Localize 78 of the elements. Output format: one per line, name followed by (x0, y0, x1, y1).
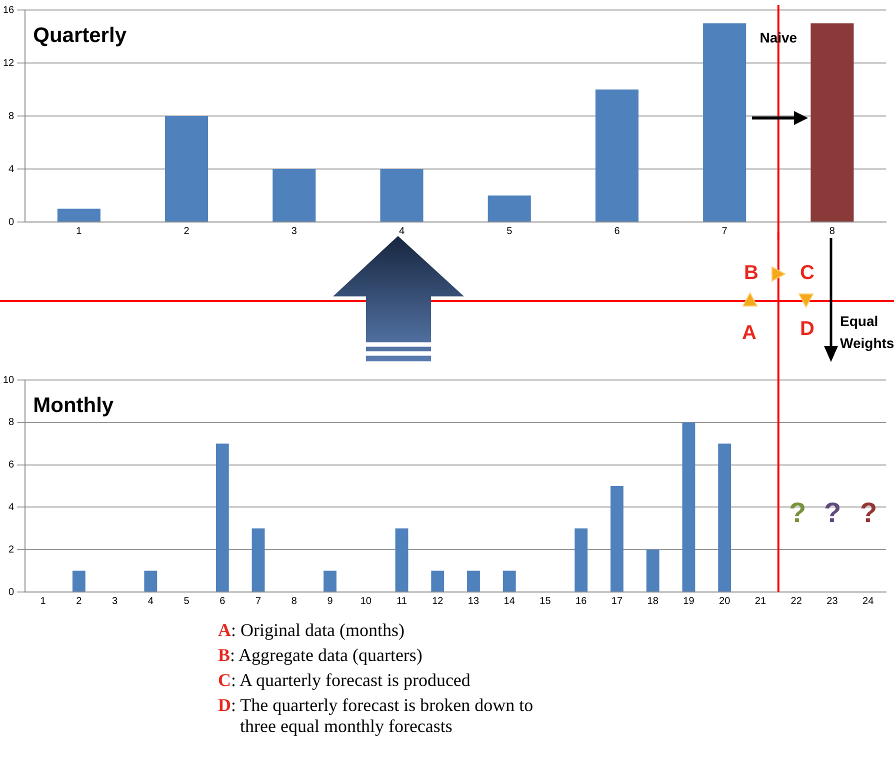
x-tick-label: 5 (184, 596, 190, 607)
bar (646, 550, 660, 592)
y-tick-label: 0 (8, 586, 15, 598)
bar (252, 528, 265, 592)
x-tick-label: 4 (148, 596, 154, 607)
bar (810, 23, 854, 222)
bar (395, 528, 408, 592)
x-tick-label: 3 (112, 596, 118, 607)
x-tick-label: 11 (396, 596, 408, 607)
bar (682, 422, 696, 592)
y-tick-label: 8 (8, 110, 15, 122)
x-tick-label: 14 (504, 596, 516, 607)
text: A: Original data (months) (218, 620, 406, 641)
x-tick-label: 20 (719, 596, 731, 607)
y-tick-label: 8 (8, 417, 15, 428)
bar (610, 486, 624, 592)
text: C (800, 262, 814, 285)
x-tick-label: 12 (432, 596, 444, 607)
bar (595, 90, 638, 222)
x-tick-label: 21 (754, 596, 766, 607)
y-tick-label: 4 (8, 502, 15, 513)
x-tick-label: 2 (184, 226, 190, 237)
text: Monthly (33, 394, 114, 417)
x-tick-label: 23 (826, 596, 838, 607)
y-tick-label: 2 (8, 544, 15, 556)
y-tick-label: 4 (8, 164, 15, 175)
text: D (800, 318, 814, 341)
x-tick-label: 6 (614, 226, 620, 237)
x-tick-label: 9 (327, 596, 334, 607)
y-tick-label: 0 (8, 216, 15, 228)
text: Quarterly (33, 24, 127, 47)
text: A (742, 322, 756, 345)
x-tick-label: 2 (76, 596, 82, 607)
text: B: Aggregate data (quarters) (218, 645, 424, 666)
bar (72, 570, 86, 592)
x-tick-label: 7 (722, 226, 728, 237)
bar (272, 169, 316, 222)
x-tick-label: 13 (468, 596, 480, 607)
bar (718, 444, 732, 592)
x-tick-label: 1 (40, 596, 46, 607)
text: B (744, 262, 758, 285)
bar (488, 196, 531, 222)
x-tick-label: 16 (576, 596, 588, 607)
text: C: A quarterly forecast is produced (218, 670, 472, 691)
bar (324, 570, 336, 592)
x-tick-label: 5 (506, 226, 513, 237)
x-tick-label: 17 (611, 596, 623, 607)
x-tick-label: 8 (291, 596, 298, 607)
bar (574, 528, 588, 592)
bar (57, 208, 100, 222)
x-tick-label: 3 (291, 226, 298, 237)
x-tick-label: 18 (647, 596, 659, 607)
text: Equal Weights (840, 312, 894, 353)
bar (703, 23, 746, 222)
x-tick-label: 6 (220, 596, 226, 607)
text: D: The quarterly forecast is broken down to three equal monthly forecasts (218, 695, 534, 737)
x-tick-label: 24 (862, 596, 874, 607)
bar (502, 570, 516, 592)
x-tick-label: 22 (790, 596, 802, 607)
y-tick-label: 6 (8, 460, 15, 471)
x-tick-label: 10 (360, 596, 372, 607)
x-tick-label: 15 (540, 596, 552, 607)
bar (431, 570, 444, 592)
bar (216, 444, 229, 592)
x-tick-label: 7 (255, 596, 262, 607)
y-tick-label: 16 (3, 4, 15, 16)
x-tick-label: 1 (76, 226, 82, 237)
y-tick-label: 10 (3, 374, 15, 386)
bar (467, 570, 480, 592)
bar (144, 570, 158, 592)
x-tick-label: 8 (829, 226, 836, 237)
x-tick-label: 4 (398, 226, 405, 237)
annotation: ? (860, 497, 878, 529)
annotation: ? (789, 497, 806, 529)
y-tick-label: 12 (3, 58, 15, 69)
bar (380, 169, 424, 222)
x-tick-label: 19 (683, 596, 695, 607)
bar (165, 116, 208, 222)
